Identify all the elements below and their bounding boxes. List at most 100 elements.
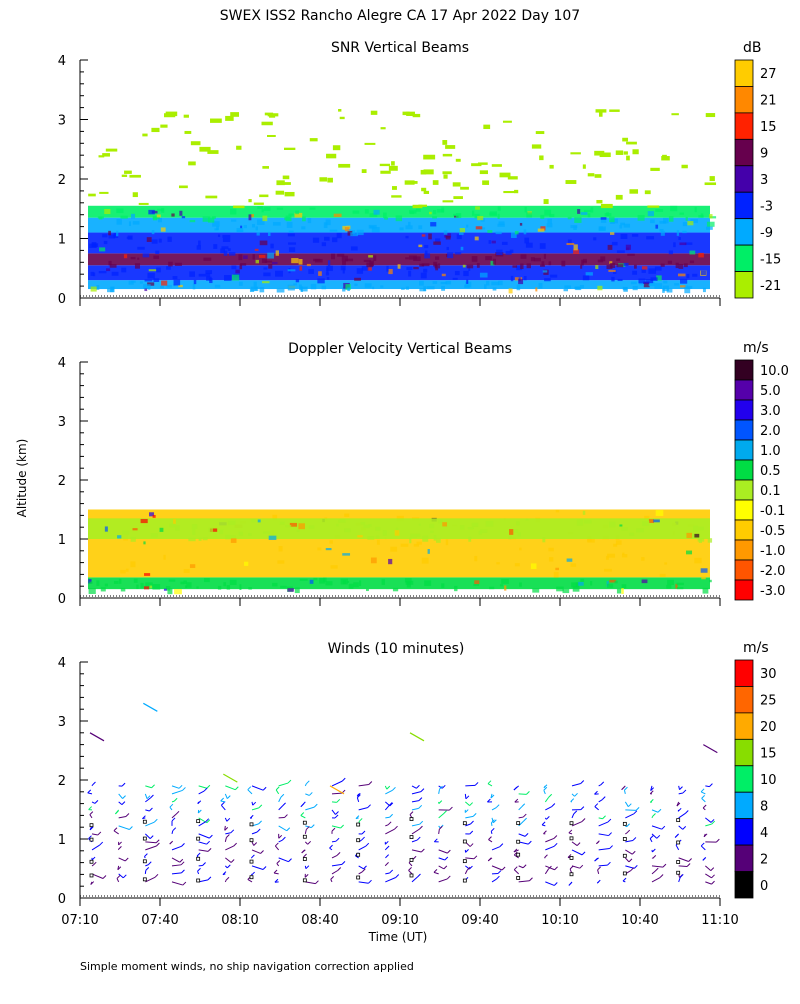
calm-marker (197, 857, 200, 860)
data-texture (607, 554, 615, 558)
data-texture (555, 568, 559, 570)
data-texture (147, 273, 154, 279)
data-texture (259, 287, 264, 292)
snr-speckle (99, 192, 108, 194)
data-texture (219, 530, 223, 535)
wind-barb-flag (368, 805, 371, 808)
data-texture (405, 578, 412, 582)
snr-speckle (254, 203, 264, 205)
data-texture (230, 209, 236, 215)
wind-profile (385, 786, 398, 882)
data-texture (331, 565, 338, 568)
wind-barb-flag (362, 837, 365, 840)
data-texture (677, 230, 679, 236)
wind-barb-flag (419, 826, 422, 829)
data-texture (461, 247, 464, 250)
wind-barb-flag (523, 814, 526, 817)
snr-speckle (184, 115, 189, 118)
data-texture (634, 265, 637, 269)
wind-barb-flag (173, 828, 176, 831)
data-texture (597, 286, 602, 290)
wind-barb-flag (608, 819, 611, 822)
colorbar-swatch (735, 500, 753, 520)
data-texture (152, 584, 160, 590)
data-texture (218, 234, 220, 236)
data-texture (614, 581, 617, 584)
data-texture (493, 287, 497, 290)
data-texture (499, 221, 505, 224)
data-texture (310, 208, 316, 210)
data-texture (148, 210, 155, 214)
data-texture (277, 289, 285, 293)
wind-barb-flag (652, 813, 655, 816)
colorbar-swatch (735, 766, 753, 792)
wind-barb-flag (207, 785, 210, 788)
data-texture (590, 581, 592, 585)
wind-barb-flag (129, 826, 132, 829)
data-texture (668, 261, 672, 264)
wind-barb-flag (362, 869, 365, 872)
data-texture (377, 540, 380, 545)
wind-barb-flag (500, 844, 503, 847)
data-texture (189, 271, 195, 276)
x-tick-label: 07:40 (141, 913, 178, 928)
y-tick-label: 0 (58, 892, 66, 907)
data-texture (133, 221, 140, 224)
data-texture (424, 245, 428, 248)
data-texture (626, 247, 629, 250)
wind-barb (277, 863, 279, 865)
data-texture (300, 287, 307, 292)
data-texture (654, 283, 662, 289)
data-texture (611, 277, 614, 282)
wind-barb (439, 814, 444, 818)
wind-barb (465, 816, 473, 818)
wind-barb-flag (331, 876, 334, 879)
wind-barb (198, 871, 199, 874)
data-texture (287, 222, 293, 228)
wind-barb-flag (88, 790, 91, 793)
wind-barb (439, 866, 444, 869)
wind-barb-flag (595, 804, 598, 807)
wind-barb-flag (221, 798, 224, 801)
wind-barb (412, 786, 416, 788)
y-tick-label: 1 (58, 233, 66, 248)
wind-barb-flag (183, 882, 186, 885)
data-texture (272, 583, 277, 587)
snr-speckle (283, 176, 290, 180)
snr-speckle (371, 111, 378, 115)
data-texture (204, 578, 210, 582)
wind-barb-flag (417, 874, 420, 877)
colorbar-swatch (735, 739, 753, 765)
data-texture (152, 230, 155, 234)
calm-marker (570, 873, 573, 876)
wind-barb-flag (514, 787, 517, 790)
data-texture (519, 548, 522, 551)
wind-barb-flag (687, 864, 690, 867)
wind-barb (172, 873, 181, 874)
data-texture (423, 286, 426, 291)
data-texture (475, 206, 480, 209)
data-texture (140, 583, 143, 588)
data-texture (239, 584, 241, 590)
wind-barb-flag (701, 843, 704, 846)
data-texture (175, 263, 182, 266)
data-texture (354, 284, 357, 286)
wind-barb-flag (597, 880, 600, 883)
calm-marker (143, 878, 146, 881)
wind-barb-flag (419, 798, 422, 801)
snr-speckle (210, 119, 222, 123)
wind-barb-flag (439, 801, 442, 804)
wind-barb (145, 794, 147, 799)
wind-barb-flag (569, 830, 572, 833)
data-texture (120, 570, 126, 574)
snr-speckle (338, 109, 341, 112)
colorbar-label: -15 (760, 252, 781, 267)
wind-barb-flag (226, 877, 229, 880)
colorbar-swatch (735, 580, 753, 600)
data-texture (365, 283, 372, 288)
wind-barb (279, 797, 281, 802)
data-texture (309, 525, 314, 528)
wind-barb-flag (392, 787, 395, 790)
wind-barb-flag (396, 875, 399, 878)
data-texture (174, 589, 182, 594)
